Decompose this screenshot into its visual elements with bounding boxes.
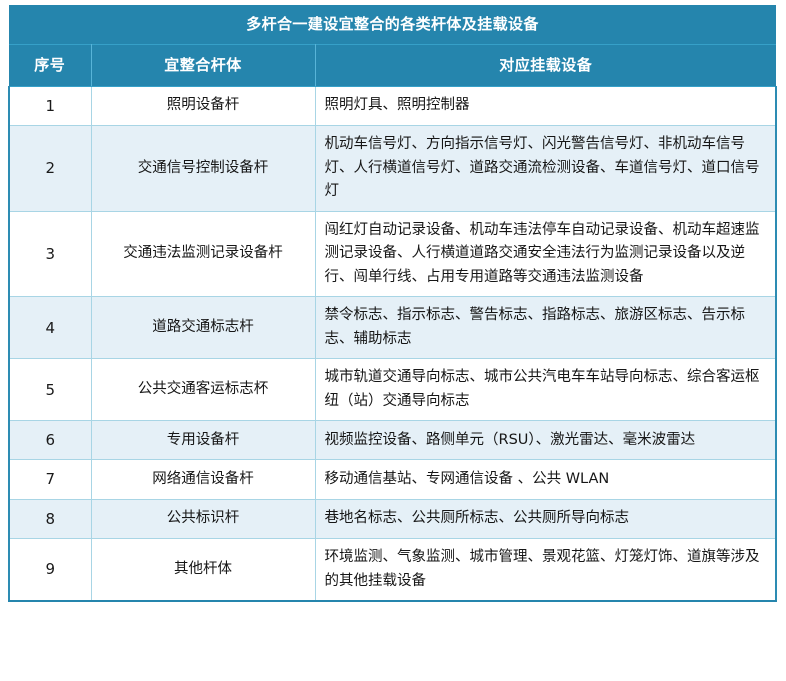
table-row: 4 道路交通标志杆 禁令标志、指示标志、警告标志、指路标志、旅游区标志、告示标志… (8, 296, 778, 360)
row-pole-type: 道路交通标志杆 (90, 296, 316, 360)
table-row: 5 公共交通客运标志杯 城市轨道交通导向标志、城市公共汽电车车站导向标志、综合客… (8, 358, 778, 422)
table-row: 3 交通违法监测记录设备杆 闯红灯自动记录设备、机动车违法停车自动记录设备、机动… (8, 210, 778, 298)
table-title-row: 多杆合一建设宜整合的各类杆体及挂载设备 (9, 5, 777, 45)
table-container: 多杆合一建设宜整合的各类杆体及挂载设备 序号 宜整合杆体 对应挂载设备 1 照明… (8, 5, 778, 603)
row-pole-type: 公共交通客运标志杯 (90, 358, 316, 422)
row-number: 6 (8, 420, 92, 461)
table-row: 6 专用设备杆 视频监控设备、路侧单元（RSU）、激光雷达、毫米波雷达 (8, 420, 778, 461)
row-pole-type: 公共标识杆 (90, 498, 316, 540)
row-number: 4 (8, 296, 92, 360)
row-number: 1 (8, 85, 92, 127)
row-number: 7 (8, 459, 92, 500)
column-header-devices: 对应挂载设备 (314, 44, 777, 87)
table-row: 8 公共标识杆 巷地名标志、公共厕所标志、公共厕所导向标志 (8, 498, 778, 540)
row-pole-type: 其他杆体 (90, 538, 316, 603)
row-pole-type: 照明设备杆 (90, 85, 316, 127)
row-devices: 闯红灯自动记录设备、机动车违法停车自动记录设备、机动车超速监测记录设备、人行横道… (314, 210, 778, 298)
row-devices: 禁令标志、指示标志、警告标志、指路标志、旅游区标志、告示标志、辅助标志 (314, 296, 778, 360)
column-header-pole: 宜整合杆体 (90, 44, 316, 87)
column-header-no: 序号 (9, 44, 92, 87)
pole-integration-table: 多杆合一建设宜整合的各类杆体及挂载设备 序号 宜整合杆体 对应挂载设备 1 照明… (8, 5, 778, 603)
table-header-row: 序号 宜整合杆体 对应挂载设备 (9, 44, 777, 87)
row-number: 2 (8, 125, 92, 212)
row-number: 5 (8, 358, 92, 422)
row-devices: 移动通信基站、专网通信设备 、公共 WLAN (314, 459, 778, 500)
table-title: 多杆合一建设宜整合的各类杆体及挂载设备 (9, 5, 777, 45)
row-pole-type: 交通违法监测记录设备杆 (90, 210, 316, 298)
row-devices: 巷地名标志、公共厕所标志、公共厕所导向标志 (314, 498, 778, 540)
row-pole-type: 交通信号控制设备杆 (90, 125, 316, 212)
row-pole-type: 专用设备杆 (90, 420, 316, 461)
row-pole-type: 网络通信设备杆 (90, 459, 316, 500)
row-devices: 环境监测、气象监测、城市管理、景观花篮、灯笼灯饰、道旗等涉及的其他挂载设备 (314, 538, 778, 603)
table-row: 2 交通信号控制设备杆 机动车信号灯、方向指示信号灯、闪光警告信号灯、非机动车信… (8, 125, 778, 212)
row-number: 3 (8, 210, 92, 298)
table-row: 1 照明设备杆 照明灯具、照明控制器 (8, 85, 778, 127)
row-devices: 机动车信号灯、方向指示信号灯、闪光警告信号灯、非机动车信号灯、人行横道信号灯、道… (314, 125, 778, 212)
table-row: 7 网络通信设备杆 移动通信基站、专网通信设备 、公共 WLAN (8, 459, 778, 500)
row-devices: 城市轨道交通导向标志、城市公共汽电车车站导向标志、综合客运枢纽（站）交通导向标志 (314, 358, 778, 422)
row-devices: 视频监控设备、路侧单元（RSU）、激光雷达、毫米波雷达 (314, 420, 778, 461)
table-row: 9 其他杆体 环境监测、气象监测、城市管理、景观花篮、灯笼灯饰、道旗等涉及的其他… (8, 538, 778, 603)
row-devices: 照明灯具、照明控制器 (314, 85, 778, 127)
table-body: 多杆合一建设宜整合的各类杆体及挂载设备 序号 宜整合杆体 对应挂载设备 1 照明… (8, 5, 778, 603)
row-number: 8 (8, 498, 92, 540)
row-number: 9 (8, 538, 92, 603)
